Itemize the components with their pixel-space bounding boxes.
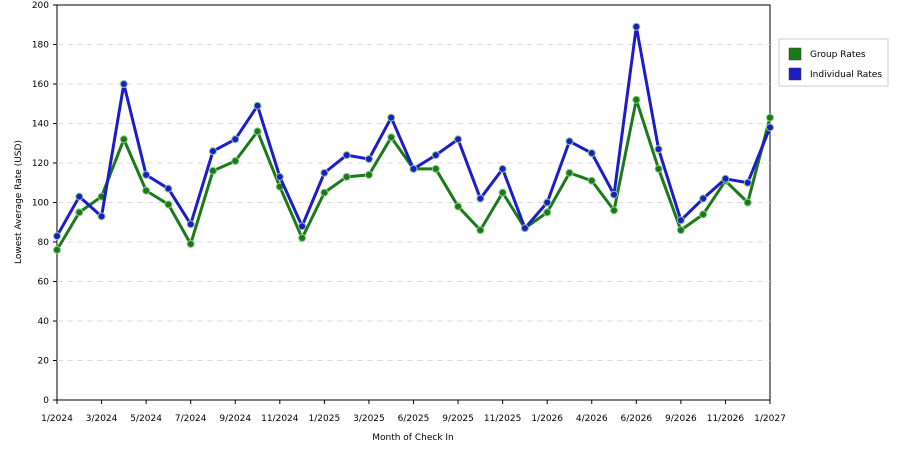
data-point — [97, 212, 106, 221]
data-point — [342, 172, 351, 181]
x-tick-label: 6/2026 — [620, 414, 652, 424]
data-point — [766, 113, 774, 122]
data-point — [565, 137, 574, 146]
data-point — [119, 135, 128, 144]
x-axis-label: Month of Check In — [372, 433, 454, 443]
data-point — [186, 220, 195, 229]
data-point — [208, 166, 217, 175]
legend-swatch — [788, 67, 802, 81]
data-point — [75, 208, 84, 217]
data-point — [231, 157, 240, 166]
data-point — [743, 178, 752, 187]
data-point — [676, 226, 685, 235]
x-tick-label: 11/2025 — [484, 414, 521, 424]
y-axis-label: Lowest Average Rate (USD) — [14, 140, 24, 264]
series-line — [55, 25, 772, 237]
x-tick-label: 1/2027 — [754, 414, 786, 424]
data-point — [610, 206, 619, 215]
x-tick-label: 3/2024 — [86, 414, 118, 424]
x-tick-label: 9/2024 — [219, 414, 251, 424]
y-tick-label: 60 — [38, 278, 50, 288]
legend-label: Individual Rates — [810, 70, 882, 80]
data-point — [164, 200, 173, 209]
data-point — [476, 194, 485, 203]
data-point — [75, 192, 84, 201]
x-tick-label: 1/2025 — [309, 414, 341, 424]
data-point — [298, 222, 307, 231]
legend-label: Group Rates — [810, 50, 866, 60]
data-point — [699, 210, 708, 219]
data-point — [498, 164, 507, 173]
data-point — [320, 168, 329, 177]
data-point — [654, 164, 663, 173]
y-tick-label: 20 — [38, 357, 50, 367]
x-tick-label: 11/2026 — [707, 414, 745, 424]
data-point — [119, 80, 128, 88]
data-point — [342, 151, 351, 160]
data-point — [320, 188, 329, 197]
x-tick-label: 5/2024 — [130, 414, 162, 424]
x-tick-label: 1/2026 — [531, 414, 563, 424]
data-point — [587, 176, 596, 185]
data-point — [476, 226, 485, 235]
y-tick-label: 80 — [38, 238, 50, 248]
data-point — [632, 95, 641, 104]
data-point — [142, 170, 151, 179]
x-tick-label: 9/2026 — [665, 414, 697, 424]
data-point — [208, 147, 217, 156]
data-point — [565, 168, 574, 177]
data-point — [53, 232, 61, 241]
y-tick-label: 140 — [32, 120, 49, 130]
data-point — [676, 216, 685, 225]
data-point — [431, 164, 440, 173]
data-point — [253, 101, 262, 110]
data-point — [632, 22, 641, 31]
data-point — [253, 127, 262, 136]
data-point — [610, 190, 619, 199]
data-point — [654, 145, 663, 154]
y-tick-label: 40 — [38, 317, 50, 327]
data-point — [409, 164, 418, 173]
y-tick-label: 0 — [43, 396, 49, 406]
y-tick-label: 180 — [32, 41, 49, 51]
y-tick-label: 120 — [32, 159, 49, 169]
legend-swatch — [788, 47, 802, 61]
data-point — [454, 202, 463, 211]
x-tick-label: 9/2025 — [442, 414, 474, 424]
data-point — [231, 135, 240, 144]
data-point — [364, 155, 373, 164]
data-point — [766, 123, 774, 132]
data-point — [164, 184, 173, 193]
x-tick-label: 4/2026 — [576, 414, 608, 424]
x-tick-label: 7/2024 — [175, 414, 207, 424]
data-point — [364, 170, 373, 179]
y-tick-label: 200 — [32, 1, 49, 11]
data-point — [587, 149, 596, 158]
data-point — [498, 188, 507, 197]
data-point — [743, 198, 752, 207]
data-point — [543, 198, 552, 207]
data-point — [520, 224, 529, 233]
series-line — [55, 98, 772, 251]
y-tick-label: 100 — [32, 199, 49, 209]
data-point — [387, 113, 396, 122]
data-point — [298, 234, 307, 243]
data-point — [699, 194, 708, 203]
x-tick-label: 11/2024 — [261, 414, 299, 424]
data-point — [543, 208, 552, 217]
data-point — [431, 151, 440, 160]
data-point — [454, 135, 463, 144]
data-point — [142, 186, 151, 195]
x-tick-label: 6/2025 — [398, 414, 430, 424]
data-point — [387, 133, 396, 142]
y-tick-label: 160 — [32, 80, 49, 90]
data-point — [721, 174, 730, 183]
data-point — [53, 245, 61, 254]
x-tick-label: 1/2024 — [41, 414, 73, 424]
data-point — [186, 239, 195, 248]
data-point — [275, 172, 284, 181]
x-tick-label: 3/2025 — [353, 414, 385, 424]
